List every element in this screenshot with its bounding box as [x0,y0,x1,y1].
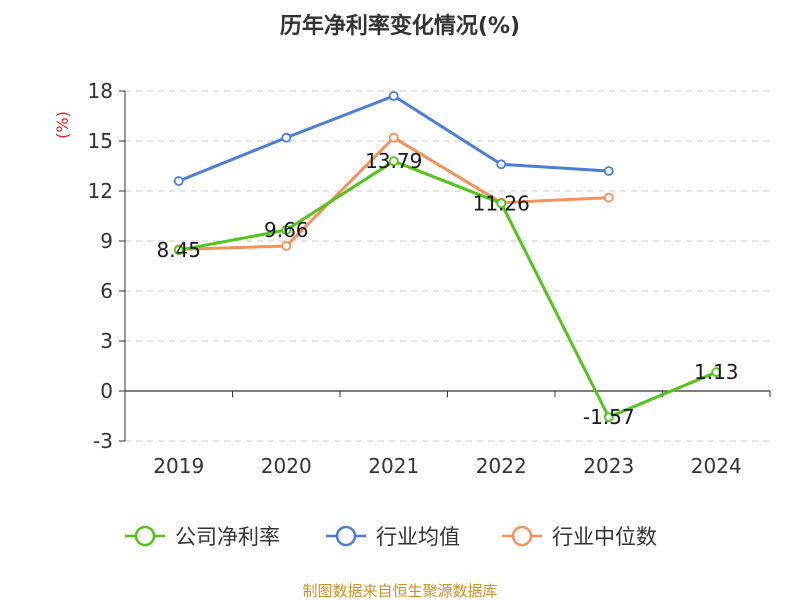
data-point [388,132,399,143]
data-point [388,91,399,101]
data-label: -1.57 [583,405,635,429]
legend-item-1[interactable]: 行业均值 [326,525,460,549]
y-tick-label: 12 [88,179,113,203]
x-tick-label: 2024 [691,454,742,478]
source-note: 制图数据来自恒生聚源数据库 [302,582,497,600]
data-label: 9.66 [264,218,309,242]
legend-label: 行业中位数 [552,525,657,549]
data-label: 13.79 [365,149,422,173]
data-point [711,367,722,378]
data-label: 1.13 [694,360,739,384]
data-point [603,166,614,176]
data-point [388,156,399,167]
legend-marker-icon [335,525,357,547]
data-labels: 8.45 9.66 13.79 11.26 -1.57 1.13 [156,149,738,429]
y-tick-label: 9 [100,229,113,253]
series-lines [173,91,722,423]
y-tick-label: -3 [93,429,113,453]
data-point [281,225,292,235]
y-tick-label: 0 [100,379,113,403]
y-tick-label: 6 [100,279,113,303]
grid-lines [125,90,770,442]
legend-marker-icon [134,525,156,547]
x-tick-label: 2021 [368,454,419,478]
legend-item-0[interactable]: 公司净利率 [125,525,280,549]
chart-title: 历年净利率变化情况(%) [280,13,520,39]
x-tick-label: 2019 [153,454,204,478]
data-point [173,245,184,256]
x-tick-label: 2022 [476,454,527,478]
y-tick-label: 3 [100,329,113,353]
legend-marker-icon [511,525,533,547]
legend[interactable]: 公司净利率 行业均值 行业中位数 [125,525,657,549]
data-point [173,176,184,186]
data-point [603,192,614,203]
data-label: 11.26 [473,191,530,215]
axes: -3 0 3 6 9 12 15 18 2019 2020 2021 2022 2023 2024 [88,79,771,478]
y-tick-label: 15 [88,129,113,153]
x-tick-label: 2020 [261,454,312,478]
data-point [496,198,507,209]
y-tick-label: 18 [88,79,113,103]
data-point [281,241,292,251]
legend-item-2[interactable]: 行业中位数 [502,525,657,549]
data-point [496,159,507,170]
data-point [603,412,614,423]
y-axis-unit: (%) [53,111,72,139]
data-label: 8.45 [156,238,201,262]
legend-label: 行业均值 [376,525,460,549]
x-tick-label: 2023 [583,454,634,478]
series-line-0 [178,159,717,419]
data-point [281,132,292,143]
legend-label: 公司净利率 [175,525,280,549]
